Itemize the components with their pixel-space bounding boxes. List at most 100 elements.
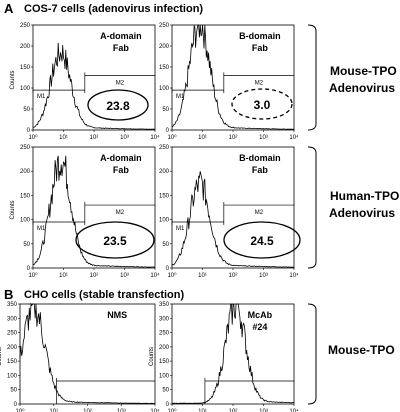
y-tick-label: 50 <box>162 107 169 113</box>
panel-a-letter: A <box>4 1 14 16</box>
group-label-human-tpo-adenovirus-line2: Adenovirus <box>329 206 395 220</box>
group-bracket-mouse-tpo <box>307 303 317 405</box>
panel-title-line: #24 <box>252 322 267 332</box>
panel-title-line: B-domain <box>239 31 281 41</box>
x-tick-label: 10³ <box>259 273 268 279</box>
y-tick-label: 200 <box>159 169 170 175</box>
group-label-mouse-tpo-adenovirus-line1: Mouse-TPO <box>330 64 397 78</box>
y-tick-label: 250 <box>7 331 18 337</box>
x-tick-label: 10⁰ <box>28 134 38 141</box>
histogram-panel-3: 0 50 100 150 200 250 10⁰ 10¹ 10² 10³ 10⁴ Counts M1 M2… <box>10 145 160 279</box>
percent-label: 23.5 <box>103 234 127 248</box>
y-tick-label: 0 <box>166 128 170 134</box>
x-tick-label: 10³ <box>120 273 129 279</box>
y-tick-label: 50 <box>23 242 30 248</box>
y-tick-label: 50 <box>10 388 17 394</box>
y-tick-label: 0 <box>166 266 170 272</box>
y-tick-label: 50 <box>162 242 169 248</box>
group-bracket-mouse-tpo-adenovirus <box>307 24 317 131</box>
histogram-panels: 0 50 100 150 200 250 10⁰ 10¹ 10² 10³ 10⁴ Counts M1 M2… <box>0 23 301 412</box>
y-tick-label: 150 <box>159 65 170 71</box>
y-tick-label: 100 <box>20 218 31 224</box>
gate-m1-label: M1 <box>176 94 185 100</box>
y-tick-label: 350 <box>7 302 18 308</box>
y-tick-label: 150 <box>20 65 31 71</box>
group-label-human-tpo-adenovirus-line1: Human-TPO <box>330 189 399 203</box>
y-tick-label: 100 <box>159 218 170 224</box>
y-axis-label: Counts <box>10 70 16 89</box>
x-tick-label: 10⁰ <box>167 134 177 141</box>
y-tick-label: 300 <box>159 316 170 322</box>
histogram-trace <box>19 302 155 404</box>
x-tick-label: 10¹ <box>198 273 207 279</box>
group-label-mouse-tpo: Mouse-TPO <box>328 343 395 357</box>
histogram-panel-4: 0 50 100 150 200 250 10⁰ 10¹ 10² 10³ 10⁴ M1 M2 B-doma… <box>159 145 301 279</box>
y-tick-label: 100 <box>159 86 170 92</box>
gate-m2-label: M2 <box>116 210 125 216</box>
panel-a-title: COS-7 cells (adenovirus infection) <box>24 3 203 15</box>
y-tick-label: 100 <box>159 373 170 379</box>
x-tick-label: 10³ <box>117 409 126 412</box>
x-tick-label: 10² <box>229 135 238 141</box>
y-tick-label: 250 <box>20 23 31 29</box>
y-tick-label: 150 <box>159 359 170 365</box>
x-tick-label: 10⁰ <box>15 408 25 412</box>
y-tick-label: 100 <box>20 86 31 92</box>
y-tick-label: 350 <box>159 302 170 308</box>
y-tick-label: 0 <box>27 266 31 272</box>
panel-title-line: McAb <box>248 310 273 320</box>
y-tick-label: 200 <box>159 345 170 351</box>
percent-ellipse <box>231 88 293 120</box>
y-tick-label: 150 <box>20 193 31 199</box>
histogram-panel-6: 0 50 100 150 200 250 300 350 10⁰ 10¹ 10² 10³ 10⁴ Coun… <box>149 302 299 412</box>
gate-m1-label: M1 <box>176 226 185 232</box>
panel-title-line: Fab <box>252 165 269 175</box>
y-tick-label: 300 <box>7 316 18 322</box>
y-axis-label: Counts <box>10 200 16 219</box>
plot-frame <box>171 146 295 269</box>
group-bracket-human-tpo-adenovirus <box>307 146 317 269</box>
x-tick-label: 10⁴ <box>150 134 160 141</box>
y-axis-label: Counts <box>0 347 3 366</box>
panel-title-line: Fab <box>252 43 269 53</box>
gate-m2-label: M2 <box>116 80 125 86</box>
gate-m2-label: M2 <box>255 80 264 86</box>
y-tick-label: 250 <box>159 145 170 151</box>
x-tick-label: 10¹ <box>59 135 68 141</box>
x-tick-label: 10³ <box>259 135 268 141</box>
x-tick-label: 10³ <box>259 409 268 412</box>
x-tick-label: 10² <box>229 273 238 279</box>
histogram-trace <box>171 171 294 268</box>
histogram-panel-5: 0 50 100 150 200 250 300 350 10⁰ 10¹ 10² 10³ 10⁴ Coun… <box>0 302 160 412</box>
x-tick-label: 10⁰ <box>167 272 177 279</box>
x-tick-label: 10⁴ <box>150 408 160 412</box>
x-tick-label: 10³ <box>120 135 129 141</box>
x-tick-label: 10⁴ <box>289 134 299 141</box>
percent-ellipse <box>75 221 155 259</box>
y-tick-label: 100 <box>7 373 18 379</box>
histogram-panel-1: 0 50 100 150 200 250 10⁰ 10¹ 10² 10³ 10⁴ Counts M1 M2… <box>10 23 160 141</box>
y-axis-label: Counts <box>149 347 155 366</box>
y-tick-label: 50 <box>162 388 169 394</box>
y-tick-label: 0 <box>166 402 170 408</box>
x-tick-label: 10⁴ <box>289 408 299 412</box>
y-tick-label: 50 <box>23 107 30 113</box>
y-tick-label: 0 <box>14 402 18 408</box>
histogram-trace <box>171 24 294 130</box>
y-tick-label: 200 <box>20 44 31 50</box>
panel-title-line: A-domain <box>100 153 142 163</box>
histogram-panel-2: 0 50 100 150 200 250 10⁰ 10¹ 10² 10³ 10⁴ M1 M2 B-doma… <box>159 23 299 141</box>
y-tick-label: 250 <box>159 331 170 337</box>
percent-ellipse <box>87 89 149 121</box>
y-tick-label: 200 <box>7 345 18 351</box>
y-tick-label: 200 <box>159 44 170 50</box>
percent-label: 24.5 <box>250 234 274 248</box>
x-tick-label: 10⁴ <box>150 272 160 279</box>
plot-frame <box>171 303 295 405</box>
x-tick-label: 10¹ <box>49 409 58 412</box>
group-label-mouse-tpo-adenovirus-line2: Adenovirus <box>329 81 395 95</box>
y-tick-label: 0 <box>27 128 31 134</box>
plot-frame <box>32 146 156 269</box>
x-tick-label: 10² <box>229 409 238 412</box>
